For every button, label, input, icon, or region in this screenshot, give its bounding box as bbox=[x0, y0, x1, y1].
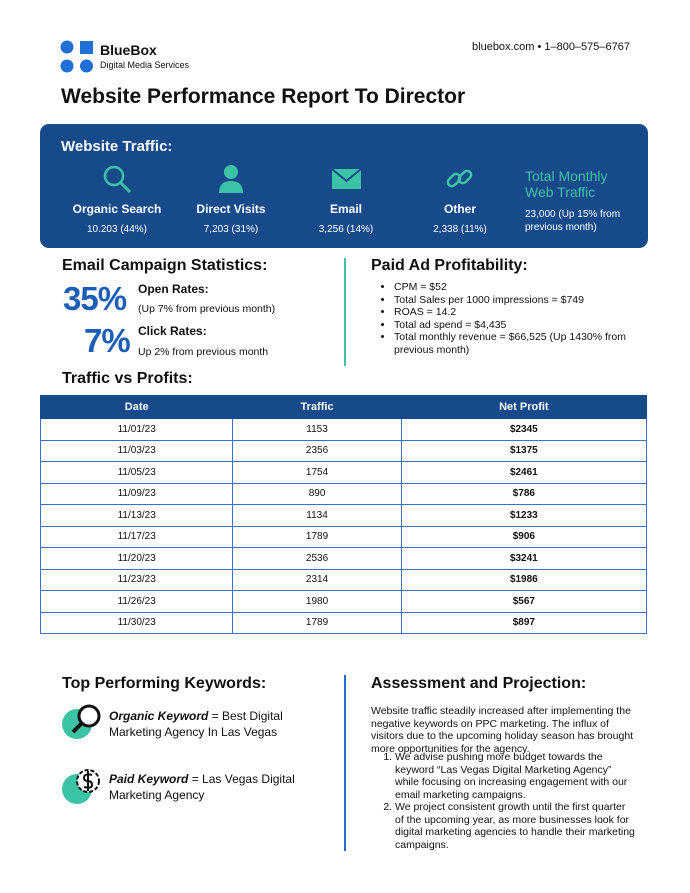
table-cell: 11/20/23 bbox=[39, 547, 234, 570]
source-value: 2,338 (11%) bbox=[433, 224, 487, 235]
table-cell: 1754 bbox=[232, 461, 402, 484]
person-icon bbox=[219, 165, 243, 193]
table-row: 11/30/23 1789 $897 bbox=[39, 611, 648, 634]
keyword-text: = Best Digital Marketing Agency In Las V… bbox=[109, 709, 283, 739]
click-note: Up 2% from previous month bbox=[138, 346, 269, 358]
source-value: 10.203 (44%) bbox=[86, 224, 148, 235]
keyword-label: Paid Keyword bbox=[109, 772, 189, 786]
table-cell: 2356 bbox=[232, 439, 402, 462]
table-row: 11/03/23 2356 $1375 bbox=[39, 439, 648, 462]
open-label: Open Rates: bbox=[138, 282, 209, 296]
keywords-heading: Top Performing Keywords: bbox=[62, 675, 267, 692]
contact: bluebox.com • 1–800–575–6767 bbox=[472, 41, 630, 53]
logo bbox=[60, 40, 93, 73]
keyword-text: = Las Vegas Digital Marketing Agency bbox=[109, 772, 295, 802]
table-cell: $1986 bbox=[400, 568, 648, 591]
table-cell: $1233 bbox=[400, 504, 648, 527]
source-value: 7,203 (31%) bbox=[203, 224, 259, 235]
source-label: Email bbox=[329, 202, 362, 216]
source-label: Other bbox=[443, 202, 476, 216]
assessment-heading: Assessment and Projection: bbox=[371, 675, 587, 692]
divider bbox=[344, 258, 346, 366]
assessment-intro: Website traffic steadily increased after… bbox=[371, 705, 634, 755]
table-row: 11/09/23 890 $786 bbox=[39, 482, 648, 505]
table-cell: 11/09/23 bbox=[39, 482, 234, 505]
table-row: 11/23/23 2314 $1986 bbox=[39, 568, 648, 591]
table-row: 11/05/23 1754 $2461 bbox=[39, 461, 648, 484]
table-row: 11/26/23 1980 $567 bbox=[39, 590, 648, 613]
keyword-item: Paid Keyword = Las Vegas Digital Marketi… bbox=[109, 771, 299, 803]
paid-item: Total ad spend = $4,435 bbox=[394, 319, 637, 332]
table-cell: $1375 bbox=[400, 439, 648, 462]
table-cell: 11/03/23 bbox=[39, 439, 234, 462]
table-cell: 2536 bbox=[232, 547, 402, 570]
assessment-item: We project consistent growth until the f… bbox=[395, 801, 635, 851]
table-cell: $906 bbox=[400, 525, 648, 548]
table-cell: 11/30/23 bbox=[39, 611, 234, 634]
assessment-item: We advise pushing more budget towards th… bbox=[395, 751, 635, 801]
table-cell: 11/26/23 bbox=[39, 590, 234, 613]
table-cell: $897 bbox=[400, 611, 648, 634]
table-cell: 1789 bbox=[232, 525, 402, 548]
tagline: Digital Media Services bbox=[100, 60, 190, 70]
organic-icon bbox=[62, 704, 101, 739]
keyword-label: Organic Keyword bbox=[109, 709, 209, 723]
traffic-table: Date Traffic Net Profit 11/01/23 1153 $2345 11… bbox=[39, 395, 648, 634]
table-cell: 11/13/23 bbox=[39, 504, 234, 527]
column-header: Net Profit bbox=[400, 395, 648, 419]
column-header: Traffic bbox=[232, 395, 402, 419]
table-title: Traffic vs Profits: bbox=[62, 370, 193, 387]
table-cell: $3241 bbox=[400, 547, 648, 570]
table-row: 11/13/23 1134 $1233 bbox=[39, 504, 648, 527]
keyword-item: Organic Keyword = Best Digital Marketing… bbox=[109, 708, 299, 740]
table-cell: 1789 bbox=[232, 611, 402, 634]
email-heading: Email Campaign Statistics: bbox=[62, 257, 268, 274]
click-rate: 7% bbox=[84, 322, 131, 359]
table-cell: $786 bbox=[400, 482, 648, 505]
table-cell: 1134 bbox=[232, 504, 402, 527]
table-row: 11/17/23 1789 $906 bbox=[39, 525, 648, 548]
total-label: Total Monthly Web Traffic bbox=[525, 168, 608, 200]
source-label: Direct Visits bbox=[196, 202, 266, 216]
open-rate: 35% bbox=[63, 280, 127, 317]
table-cell: 11/23/23 bbox=[39, 568, 234, 591]
table-cell: 1980 bbox=[232, 590, 402, 613]
assessment-list: We advise pushing more budget towards th… bbox=[371, 751, 635, 851]
paid-list: CPM = $52Total Sales per 1000 impression… bbox=[372, 281, 637, 356]
table-cell: 1153 bbox=[232, 418, 402, 441]
paid-icon bbox=[62, 769, 100, 804]
report-title: Website Performance Report To Director bbox=[61, 85, 466, 108]
paid-item: Total monthly revenue = $66,525 (Up 1430… bbox=[394, 331, 637, 356]
open-note: (Up 7% from previous month) bbox=[138, 303, 276, 315]
paid-item: CPM = $52 bbox=[394, 281, 637, 294]
table-row: 11/20/23 2536 $3241 bbox=[39, 547, 648, 570]
table-cell: $2461 bbox=[400, 461, 648, 484]
divider bbox=[344, 675, 346, 851]
column-header: Date bbox=[39, 395, 234, 419]
table-cell: $2345 bbox=[400, 418, 648, 441]
search-icon bbox=[103, 165, 132, 194]
table-cell: 11/05/23 bbox=[39, 461, 234, 484]
table-cell: 2314 bbox=[232, 568, 402, 591]
paid-heading: Paid Ad Profitability: bbox=[371, 257, 528, 274]
paid-item: ROAS = 14.2 bbox=[394, 306, 637, 319]
table-cell: 11/17/23 bbox=[39, 525, 234, 548]
table-cell: $567 bbox=[400, 590, 648, 613]
table-cell: 890 bbox=[232, 482, 402, 505]
table-cell: 11/01/23 bbox=[39, 418, 234, 441]
table-row: 11/01/23 1153 $2345 bbox=[39, 418, 648, 441]
email-icon bbox=[331, 168, 362, 189]
paid-item: Total Sales per 1000 impressions = $749 bbox=[394, 294, 637, 307]
link-icon bbox=[446, 169, 473, 188]
total-value: 23,000 (Up 15% from previous month) bbox=[525, 209, 621, 233]
brand: BlueBox bbox=[100, 42, 157, 58]
click-label: Click Rates: bbox=[138, 324, 207, 338]
traffic-heading: Website Traffic: bbox=[61, 138, 173, 155]
traffic-panel: Website Traffic: Organic Search 10.203 (… bbox=[40, 124, 648, 248]
source-label: Organic Search bbox=[72, 202, 162, 216]
source-value: 3,256 (14%) bbox=[318, 224, 374, 235]
